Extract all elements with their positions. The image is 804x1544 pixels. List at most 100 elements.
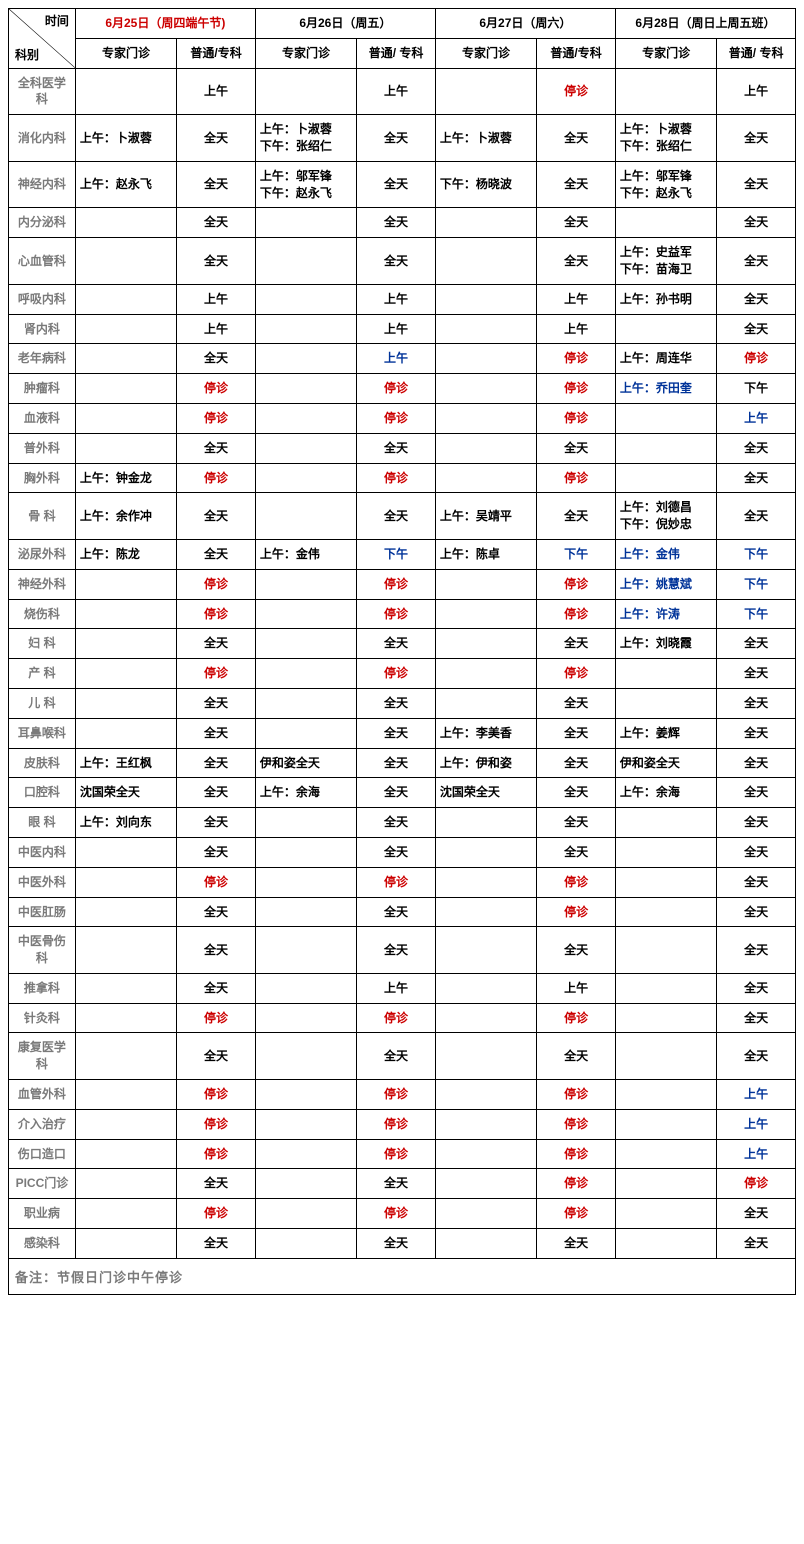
general-cell: 全天 [537, 688, 616, 718]
general-cell: 停诊 [357, 463, 436, 493]
expert-cell [75, 1003, 176, 1033]
general-cell: 下午 [717, 569, 796, 599]
expert-cell [435, 659, 536, 689]
dept-name: 骨 科 [9, 493, 76, 540]
header-expert-0: 专家门诊 [75, 38, 176, 68]
table-row: 普外科全天全天全天全天 [9, 433, 796, 463]
dept-name: 针灸科 [9, 1003, 76, 1033]
schedule-table: 时间科别6月25日（周四端午节)6月26日（周五）6月27日（周六）6月28日（… [8, 8, 796, 1259]
general-cell: 停诊 [537, 599, 616, 629]
general-cell: 全天 [537, 115, 616, 162]
table-row: 内分泌科全天全天全天全天 [9, 208, 796, 238]
expert-cell [255, 688, 356, 718]
general-cell: 全天 [717, 837, 796, 867]
expert-cell: 上午：邬军锋下午：赵永飞 [615, 161, 716, 208]
general-cell: 全天 [177, 897, 256, 927]
dept-name: 肾内科 [9, 314, 76, 344]
table-row: 胸外科上午：钟金龙停诊停诊停诊全天 [9, 463, 796, 493]
expert-cell [255, 599, 356, 629]
general-cell: 全天 [537, 238, 616, 285]
general-cell: 全天 [537, 1229, 616, 1259]
general-cell: 全天 [717, 973, 796, 1003]
expert-cell [435, 837, 536, 867]
general-cell: 停诊 [177, 403, 256, 433]
expert-cell [75, 68, 176, 115]
expert-cell [615, 837, 716, 867]
general-cell: 全天 [357, 1229, 436, 1259]
expert-cell [255, 374, 356, 404]
expert-cell: 沈国荣全天 [75, 778, 176, 808]
expert-cell [255, 1139, 356, 1169]
expert-cell: 沈国荣全天 [435, 778, 536, 808]
general-cell: 下午 [717, 599, 796, 629]
general-cell: 全天 [177, 629, 256, 659]
table-row: 中医骨伤科全天全天全天全天 [9, 927, 796, 974]
expert-cell [255, 867, 356, 897]
expert-cell [615, 1199, 716, 1229]
expert-cell [75, 599, 176, 629]
general-cell: 全天 [537, 748, 616, 778]
general-cell: 停诊 [177, 1109, 256, 1139]
expert-cell [615, 897, 716, 927]
table-row: 血管外科停诊停诊停诊上午 [9, 1080, 796, 1110]
expert-cell: 上午：吴靖平 [435, 493, 536, 540]
general-cell: 停诊 [357, 1109, 436, 1139]
general-cell: 全天 [357, 161, 436, 208]
general-cell: 全天 [537, 433, 616, 463]
general-cell: 停诊 [177, 1003, 256, 1033]
general-cell: 全天 [717, 284, 796, 314]
expert-cell [435, 403, 536, 433]
dept-name: 康复医学科 [9, 1033, 76, 1080]
general-cell: 全天 [177, 837, 256, 867]
general-cell: 上午 [357, 314, 436, 344]
general-cell: 上午 [177, 284, 256, 314]
general-cell: 停诊 [357, 659, 436, 689]
general-cell: 全天 [357, 493, 436, 540]
header-general-3: 普通/ 专科 [717, 38, 796, 68]
dept-name: 肿瘤科 [9, 374, 76, 404]
expert-cell [615, 433, 716, 463]
table-row: 中医肛肠全天全天停诊全天 [9, 897, 796, 927]
general-cell: 全天 [717, 897, 796, 927]
table-row: 推拿科全天上午上午全天 [9, 973, 796, 1003]
expert-cell [255, 718, 356, 748]
general-cell: 停诊 [537, 1109, 616, 1139]
table-row: 职业病停诊停诊停诊全天 [9, 1199, 796, 1229]
table-row: 泌尿外科上午：陈龙全天上午：金伟下午上午：陈卓下午上午：金伟下午 [9, 539, 796, 569]
general-cell: 停诊 [357, 1199, 436, 1229]
general-cell: 全天 [177, 539, 256, 569]
expert-cell: 上午：金伟 [255, 539, 356, 569]
general-cell: 全天 [717, 867, 796, 897]
general-cell: 停诊 [357, 569, 436, 599]
expert-cell: 下午：杨晓波 [435, 161, 536, 208]
expert-cell [435, 1169, 536, 1199]
table-row: 康复医学科全天全天全天全天 [9, 1033, 796, 1080]
header-day-0: 6月25日（周四端午节) [75, 9, 255, 39]
general-cell: 全天 [357, 1169, 436, 1199]
dept-name: 中医肛肠 [9, 897, 76, 927]
expert-cell [435, 1229, 536, 1259]
general-cell: 停诊 [357, 374, 436, 404]
general-cell: 停诊 [177, 659, 256, 689]
general-cell: 全天 [177, 433, 256, 463]
header-day-2: 6月27日（周六） [435, 9, 615, 39]
general-cell: 上午 [357, 973, 436, 1003]
dept-name: 心血管科 [9, 238, 76, 285]
general-cell: 停诊 [537, 1169, 616, 1199]
dept-name: 产 科 [9, 659, 76, 689]
expert-cell: 上午：赵永飞 [75, 161, 176, 208]
general-cell: 全天 [177, 208, 256, 238]
general-cell: 全天 [177, 927, 256, 974]
expert-cell [435, 897, 536, 927]
table-row: 肿瘤科停诊停诊停诊上午：乔田奎下午 [9, 374, 796, 404]
general-cell: 停诊 [537, 463, 616, 493]
general-cell: 全天 [177, 688, 256, 718]
general-cell: 下午 [717, 374, 796, 404]
general-cell: 停诊 [357, 599, 436, 629]
expert-cell: 上午：孙书明 [615, 284, 716, 314]
expert-cell [75, 1229, 176, 1259]
expert-cell [75, 897, 176, 927]
expert-cell [435, 314, 536, 344]
expert-cell: 上午：钟金龙 [75, 463, 176, 493]
dept-name: 血液科 [9, 403, 76, 433]
